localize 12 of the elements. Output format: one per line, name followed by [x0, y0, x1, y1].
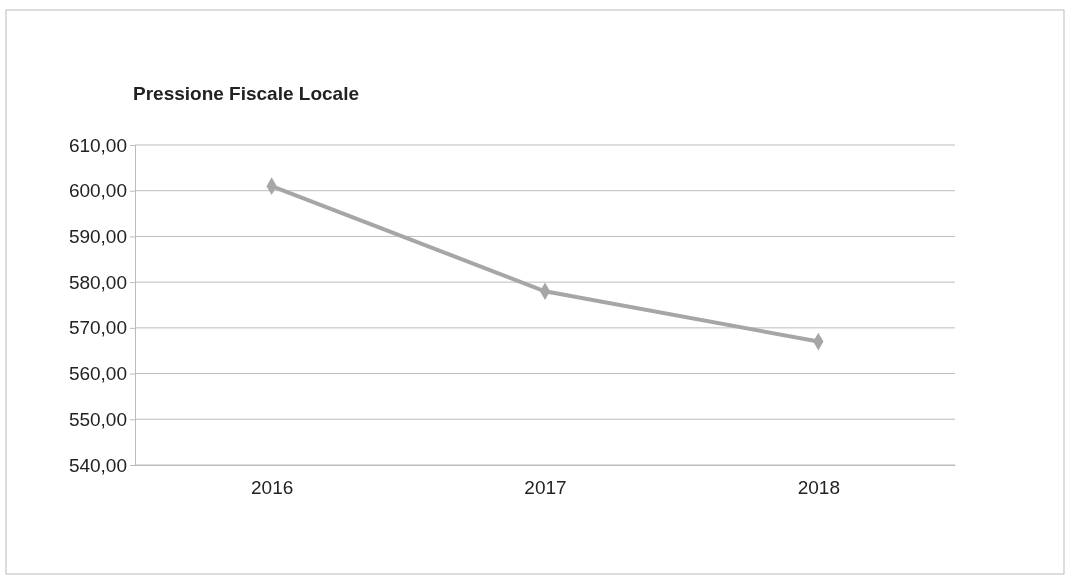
x-tick-label: 2016 — [251, 477, 294, 499]
x-tick-label: 2017 — [524, 477, 567, 499]
y-tick-label: 600,00 — [68, 180, 127, 202]
y-tick-label: 570,00 — [68, 317, 127, 339]
y-tick-label: 560,00 — [68, 363, 127, 385]
y-tick-label: 610,00 — [68, 134, 127, 156]
y-tick-label: 590,00 — [68, 226, 127, 248]
y-tick-label: 540,00 — [68, 454, 127, 476]
x-tick-label: 2018 — [797, 477, 840, 499]
chart-title: Pressione Fiscale Locale — [133, 83, 360, 104]
y-tick-label: 580,00 — [68, 271, 127, 293]
y-tick-label: 550,00 — [68, 408, 127, 430]
